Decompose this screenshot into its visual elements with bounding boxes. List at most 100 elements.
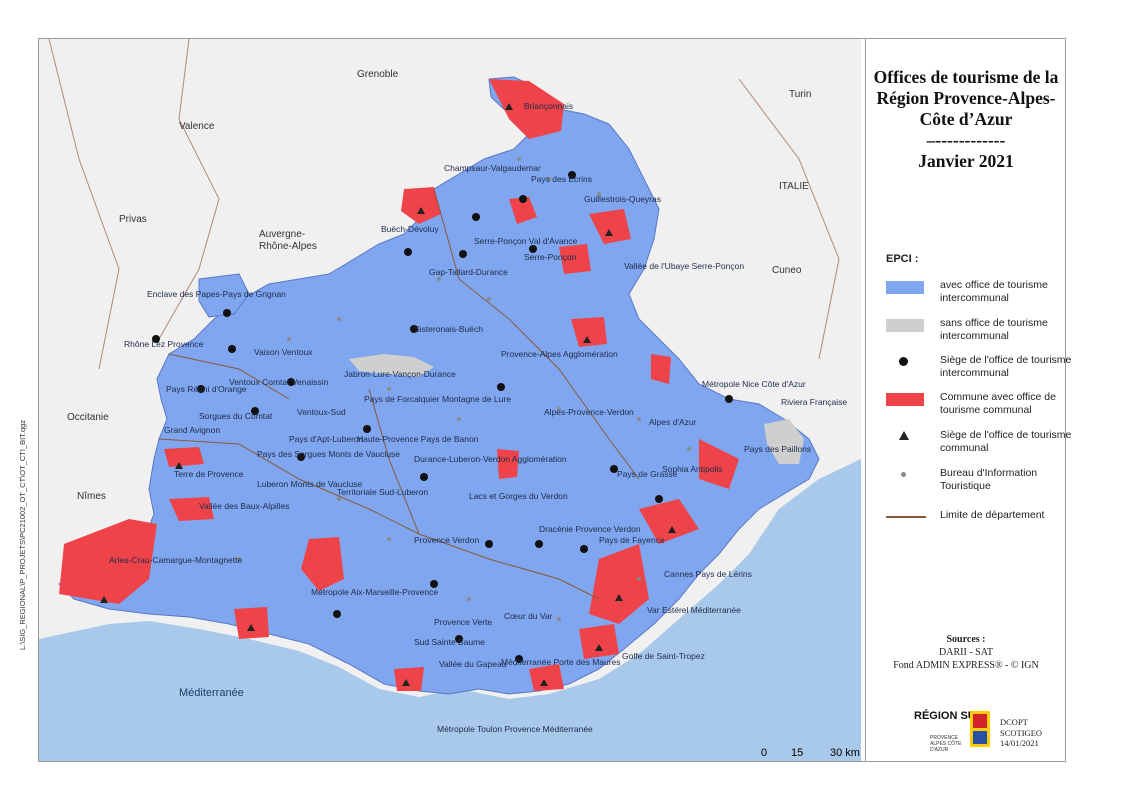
epci-label: Serre-Ponçon <box>524 252 577 262</box>
epci-label: Pays des Ecrins <box>531 174 592 184</box>
epci-label: Haute-Provence Pays de Banon <box>357 434 479 444</box>
epci-label: Golfe de Saint-Tropez <box>622 651 705 661</box>
epci-label: Métropole Toulon Provence Méditerranée <box>437 724 593 734</box>
scale-tick-15: 15 <box>791 747 804 759</box>
enclave-des-papes <box>198 273 250 318</box>
legend-label: Siège de l'office de tourisme communal <box>940 429 1072 454</box>
epci-label: Pays Réuni d'Orange <box>166 384 247 394</box>
pays-des-paillons-area <box>764 419 804 464</box>
coat-of-arms-icon <box>970 711 990 747</box>
neighbour-boundaries <box>48 39 840 370</box>
martigues-commune <box>234 607 269 639</box>
epci-label: Lacs et Gorges du Verdon <box>469 491 568 501</box>
grey-dot-icon <box>886 469 940 485</box>
logo-subtext: PROVENCE ALPES CÔTE D'AZUR <box>930 735 962 753</box>
epci-label: Durance-Luberon-Verdon Agglomération <box>414 454 567 464</box>
les-orres-commune <box>559 244 591 274</box>
epci-label: Métropole Nice Côte d'Azur <box>702 379 806 389</box>
epci-label: Sorgues du Comtat <box>199 411 273 421</box>
epci-label: Provence Verdon <box>414 535 480 545</box>
place-privas: Privas <box>119 214 147 225</box>
epci-label: Vallée des Baux-Alpilles <box>199 501 290 511</box>
sources-line-2: Fond ADMIN EXPRESS® - © IGN <box>893 660 1039 671</box>
place-grenoble: Grenoble <box>357 69 399 80</box>
epci-label: Pays des Sorgues Monts de Vaucluse <box>257 449 401 459</box>
saint-martin-vesubie-commune <box>651 354 671 384</box>
bandol-commune <box>394 667 424 691</box>
epci-label: Guillestrois-Queyras <box>584 194 661 204</box>
map-area[interactable]: Grenoble Valence Privas Auvergne- Rhône-… <box>39 39 861 761</box>
place-auvergne: Auvergne- <box>259 229 306 240</box>
epci-label: Terre de Provence <box>174 469 244 479</box>
file-path-text: L:\SIG_REGIONAL\P_PROJETS\PC21002_OT_CT\… <box>18 419 27 650</box>
epci-label: Buëch-Dévoluy <box>381 224 439 234</box>
scale-tick-0: 0 <box>761 747 768 759</box>
epci-label: Vallée du Gapeau <box>439 659 507 669</box>
epci-label: Vaison Ventoux <box>254 347 313 357</box>
epci-label: Var Estérel Méditerranée <box>647 605 741 615</box>
epci-label: Jabron-Lure-Vançon-Durance <box>344 369 456 379</box>
epci-label: Luberon Monts de Vaucluse <box>257 479 363 489</box>
place-italie: ITALIE <box>779 181 809 192</box>
title-date: Janvier 2021 <box>918 151 1014 171</box>
epci-label: Arles-Crau-Camargue-Montagnette <box>109 555 243 565</box>
aix-commune <box>301 537 344 591</box>
epci-label: Briançonnais <box>524 101 574 111</box>
title-line-3: Côte d’Azur <box>919 109 1013 129</box>
epci-label: Pays de Grasse <box>617 469 678 479</box>
epci-label: Ventoux Comtat Venaissin <box>229 377 329 387</box>
title-separator: –------------ <box>926 130 1006 150</box>
epci-label: Métropole Aix-Marseille-Provence <box>311 587 439 597</box>
epci-label: Pays de Fayence <box>599 535 665 545</box>
epci-label: Rhône Lez Provence <box>124 339 204 349</box>
credit-line-1: DCOPT <box>1000 717 1028 727</box>
logo-text: RÉGION SUD <box>914 710 984 722</box>
vars-commune <box>589 209 631 244</box>
title-line-1: Offices de tourisme de la <box>873 67 1059 87</box>
place-auvergne-2: Rhône-Alpes <box>259 241 317 252</box>
legend-label: sans office de tourisme intercommunal <box>940 317 1048 342</box>
legend-label: Siège de l'office de tourisme intercommu… <box>940 354 1072 379</box>
legend-label: Commune avec office de tourisme communal <box>940 391 1056 416</box>
epci-label: Alpes d'Azur <box>649 417 697 427</box>
swatch-red <box>886 393 940 409</box>
epci-label: Gap-Tallard-Durance <box>429 267 508 277</box>
black-dot-icon <box>886 356 940 372</box>
epci-label: Enclave des Papes-Pays de Grignan <box>147 289 286 299</box>
devoluy-commune <box>401 187 441 224</box>
epci-label: Vallée de l'Ubaye Serre-Ponçon <box>624 261 745 271</box>
epci-label: Pays d'Apt-Luberon <box>289 434 364 444</box>
jabron-lure-area <box>349 354 434 377</box>
epci-label: Ventoux-Sud <box>297 407 346 417</box>
credit-line-2: SCOTIGEO <box>1000 727 1043 738</box>
epci-label: Sisteronais-Buëch <box>414 324 483 334</box>
epci-label: Grand Avignon <box>164 425 221 435</box>
mediterranean-sea <box>39 459 861 761</box>
epci-label: Alpes-Provence-Verdon <box>544 407 634 417</box>
epci-label: Pays de Forcalquier Montagne de Lure <box>364 394 511 404</box>
sea-label: Méditerranée <box>179 687 244 699</box>
nice-coast-commune <box>699 439 739 489</box>
frejus-st-raphael-commune <box>589 544 649 624</box>
epci-label: Méditerranée Porte des Maures <box>501 657 621 667</box>
briancon-commune <box>489 79 564 139</box>
epci-label: Territoriale Sud-Luberon <box>337 487 429 497</box>
sources-heading: Sources : <box>946 634 986 645</box>
map-frame <box>38 38 1066 762</box>
legend-label: Bureau d'Information Touristique <box>940 467 1038 492</box>
moustiers-commune <box>497 449 519 479</box>
credit-line-3: 14/01/2021 <box>1000 738 1039 748</box>
legend-panel: Offices de tourisme de la Région Provenc… <box>865 39 1071 761</box>
legend-label: avec office de tourisme intercommunal <box>940 279 1048 304</box>
place-cuneo: Cuneo <box>772 265 802 276</box>
epci-label: Cannes Pays de Lérins <box>664 569 752 579</box>
legend-heading: EPCI : <box>886 253 919 265</box>
legend-label: Limite de département <box>940 509 1045 521</box>
siege-intercommunal-points <box>152 171 733 663</box>
cannes-antibes-commune <box>639 499 699 544</box>
sources-block: Sources : DARII - SAT Fond ADMIN EXPRESS… <box>866 633 1066 672</box>
map-title: Offices de tourisme de la Région Provenc… <box>866 67 1066 172</box>
epci-label: Pays des Paillons <box>744 444 812 454</box>
scale-tick-30: 30 km <box>830 747 860 759</box>
brown-line-icon <box>886 511 940 527</box>
